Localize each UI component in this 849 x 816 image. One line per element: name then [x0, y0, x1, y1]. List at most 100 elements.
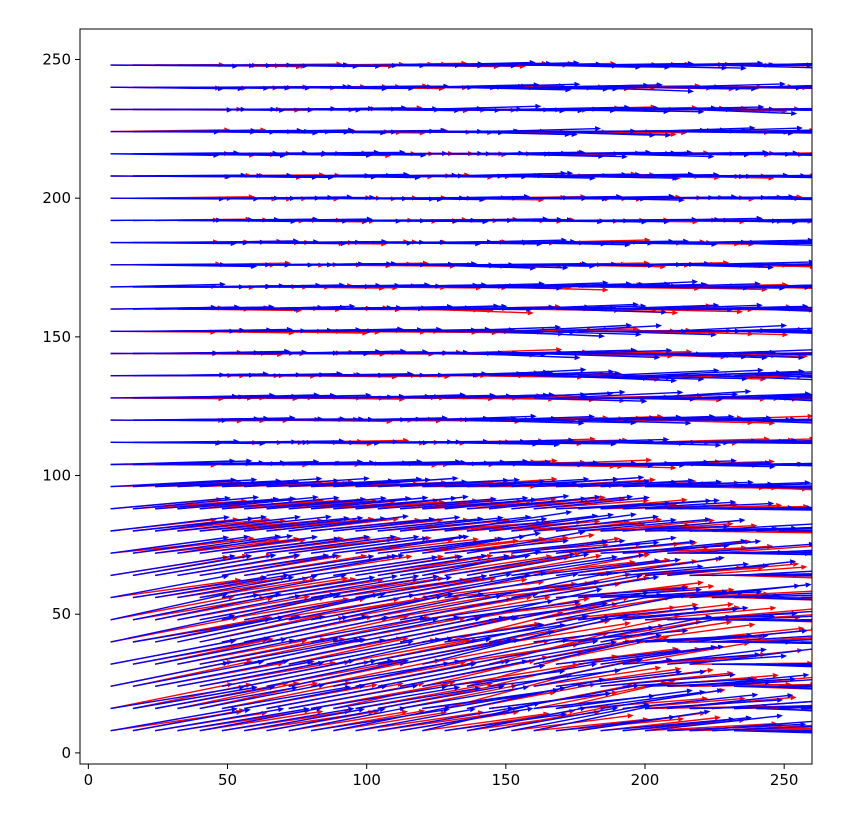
vector-arrow-head: [583, 552, 590, 558]
vector-arrow-head: [656, 82, 663, 88]
vector-arrow-head: [655, 665, 662, 671]
vector-arrow-shaft: [711, 130, 812, 134]
vector-arrow-shaft: [155, 536, 276, 554]
vector-arrow-shaft: [734, 197, 812, 201]
vector-arrow-shaft: [221, 617, 343, 643]
vector-arrow-head: [481, 553, 488, 559]
vector-arrow-head: [758, 104, 765, 110]
vector-arrow-shaft: [689, 683, 811, 687]
vector-arrow-shaft: [221, 538, 335, 554]
vector-arrow-shaft: [644, 715, 778, 732]
vector-arrow-head: [789, 559, 797, 565]
vector-arrow-shaft: [622, 519, 740, 532]
vector-arrow-shaft: [444, 664, 574, 687]
vector-arrow-head: [727, 521, 734, 527]
vector-arrow-shaft: [689, 674, 804, 687]
vector-arrow-shaft: [689, 352, 799, 359]
vector-arrow-shaft: [622, 634, 747, 643]
vector-arrow-shaft: [355, 639, 486, 665]
vector-arrow-shaft: [689, 530, 812, 534]
vector-arrow-shaft: [221, 575, 342, 599]
vector-arrow-shaft: [489, 496, 595, 510]
vector-arrow-shaft: [644, 723, 772, 732]
vector-arrow-head: [413, 574, 420, 580]
vector-arrow-shaft: [466, 439, 569, 443]
vector-arrow-head: [527, 706, 534, 712]
vector-arrow-shaft: [734, 552, 812, 556]
x-axis: 0 50 100 150 200 250: [84, 764, 798, 789]
vector-arrow-shaft: [734, 663, 812, 668]
vector-arrow-shaft: [399, 708, 528, 732]
vector-arrow-shaft: [288, 536, 414, 554]
vector-arrow-shaft: [355, 536, 464, 554]
vector-arrow-shaft: [422, 600, 548, 621]
vector-arrow-shaft: [578, 671, 701, 687]
vector-arrow-shaft: [266, 518, 381, 532]
vector-arrow-shaft: [489, 441, 611, 445]
vector-arrow-head: [727, 602, 734, 608]
vector-arrow-head: [736, 309, 743, 315]
vector-arrow-shaft: [466, 708, 581, 732]
vector-arrow-shaft: [578, 281, 693, 288]
vector-arrow-head: [402, 636, 409, 642]
vector-arrow-head: [708, 584, 715, 590]
vector-arrow-head: [666, 348, 673, 354]
vector-arrow-shaft: [288, 661, 404, 687]
vector-arrow-shaft: [511, 540, 620, 554]
vector-arrow-shaft: [667, 196, 789, 199]
vector-arrow-head: [796, 125, 803, 131]
vector-arrow-head: [277, 707, 285, 713]
vector-arrow-head: [238, 685, 246, 691]
vector-arrow-shaft: [756, 84, 812, 88]
vector-arrow-shaft: [600, 304, 714, 310]
vector-arrow-shaft: [489, 514, 609, 532]
vector-arrow-shaft: [622, 501, 731, 510]
vector-arrow-shaft: [333, 617, 454, 643]
vector-arrow-shaft: [600, 520, 710, 532]
vector-arrow-shaft: [489, 371, 609, 377]
vector-arrow-shaft: [110, 686, 240, 710]
vector-arrow-head: [612, 706, 619, 712]
vector-arrow-shaft: [644, 217, 757, 222]
vector-arrow-shaft: [511, 554, 639, 577]
vector-arrow-shaft: [266, 497, 381, 510]
vector-arrow-head: [614, 536, 621, 542]
vector-arrow-shaft: [488, 642, 612, 665]
vector-arrow-shaft: [288, 616, 404, 643]
vector-arrow-shaft: [310, 709, 444, 732]
vector-arrow-shaft: [533, 577, 654, 599]
vector-arrow-head: [611, 554, 618, 561]
vector-arrow-head: [745, 389, 752, 395]
vector-arrow-shaft: [444, 601, 575, 621]
vector-arrow-shaft: [399, 639, 515, 665]
vector-arrow-head: [252, 495, 260, 501]
vector-arrow-shaft: [778, 86, 812, 89]
vector-arrow-shaft: [466, 641, 593, 665]
vector-arrow-shaft: [711, 545, 812, 554]
vector-arrow-shaft: [244, 394, 366, 399]
vector-arrow-head: [541, 516, 548, 522]
vector-arrow-shaft: [199, 594, 331, 621]
vector-arrow-head: [678, 716, 685, 722]
vector-arrow-shaft: [333, 477, 453, 488]
vector-arrow-shaft: [511, 659, 638, 687]
vector-arrow-shaft: [689, 523, 812, 532]
vector-arrow-shaft: [711, 64, 812, 69]
vector-arrow-head: [474, 686, 482, 692]
vector-arrow-shaft: [266, 555, 393, 577]
vector-arrow-head: [288, 575, 295, 581]
vector-arrow-shaft: [778, 730, 812, 732]
vector-arrow-head: [539, 663, 546, 669]
vector-arrow-head: [643, 552, 651, 558]
vector-arrow-head: [535, 103, 542, 109]
vector-arrow-shaft: [333, 305, 448, 310]
vector-arrow-shaft: [154, 594, 276, 621]
vector-arrow-shaft: [756, 107, 812, 111]
vector-arrow-shaft: [399, 617, 513, 643]
vector-arrow-shaft: [689, 543, 810, 554]
vector-arrow-shaft: [667, 694, 788, 710]
vector-arrow-shaft: [422, 573, 542, 599]
vector-arrow-head: [231, 707, 238, 713]
vector-arrow-shaft: [355, 575, 482, 599]
vector-arrow-head: [294, 553, 301, 559]
